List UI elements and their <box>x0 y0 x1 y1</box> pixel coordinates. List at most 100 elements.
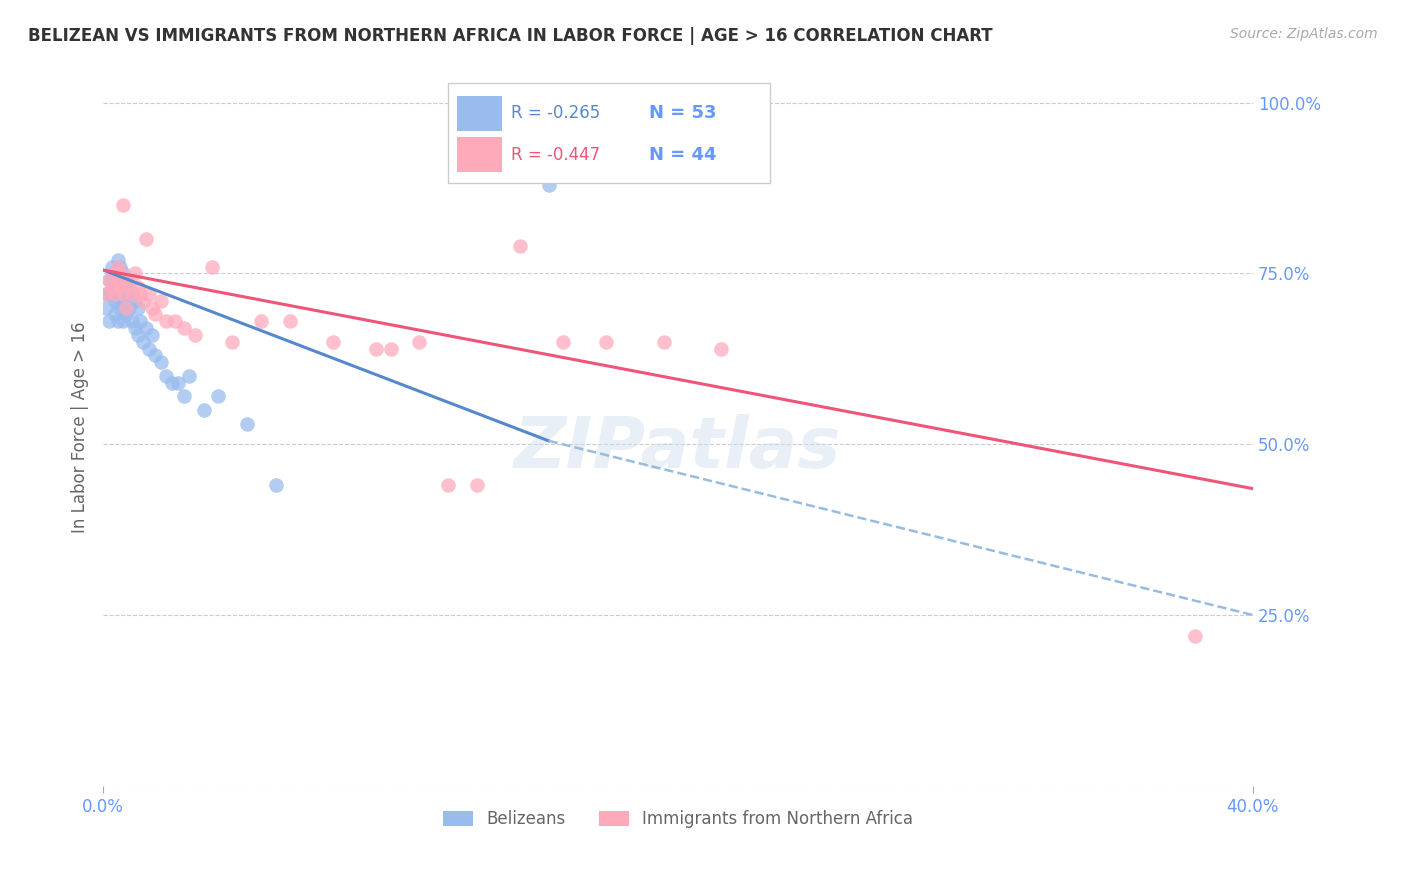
Point <box>132 293 155 308</box>
Point <box>135 321 157 335</box>
Point <box>465 478 488 492</box>
Point <box>129 314 152 328</box>
Point <box>141 327 163 342</box>
Point <box>121 287 143 301</box>
Point <box>221 334 243 349</box>
Point <box>366 342 388 356</box>
Point <box>193 403 215 417</box>
Point <box>135 232 157 246</box>
Point <box>138 342 160 356</box>
Point <box>107 267 129 281</box>
Point <box>124 293 146 308</box>
Point <box>173 389 195 403</box>
Point <box>179 368 201 383</box>
FancyBboxPatch shape <box>449 83 770 183</box>
Point <box>112 267 135 281</box>
Point <box>127 327 149 342</box>
Point <box>100 280 122 294</box>
Point <box>322 334 344 349</box>
Text: N = 53: N = 53 <box>650 104 717 122</box>
Point <box>710 342 733 356</box>
Point <box>118 280 141 294</box>
Point <box>110 287 132 301</box>
Point <box>115 287 138 301</box>
Point <box>155 314 177 328</box>
Point <box>107 293 129 308</box>
Point <box>97 287 120 301</box>
Point <box>207 389 229 403</box>
Point <box>163 314 186 328</box>
Point <box>100 273 122 287</box>
Point <box>278 314 301 328</box>
Point <box>437 478 460 492</box>
Point <box>110 273 132 287</box>
Point <box>110 280 132 294</box>
Point <box>184 327 207 342</box>
Point <box>107 280 129 294</box>
Text: ZIPatlas: ZIPatlas <box>515 414 842 483</box>
Point <box>107 273 129 287</box>
Point <box>97 273 120 287</box>
Point <box>118 280 141 294</box>
Point <box>121 314 143 328</box>
FancyBboxPatch shape <box>457 136 502 172</box>
Point <box>100 287 122 301</box>
Point <box>97 273 120 287</box>
Text: R = -0.447: R = -0.447 <box>512 145 600 163</box>
Point <box>160 376 183 390</box>
Point <box>138 287 160 301</box>
Point <box>104 280 127 294</box>
Point <box>107 314 129 328</box>
Point <box>118 301 141 315</box>
Point <box>141 301 163 315</box>
Point <box>250 314 273 328</box>
Text: R = -0.265: R = -0.265 <box>512 104 600 122</box>
Point <box>104 267 127 281</box>
Point <box>110 260 132 274</box>
Point <box>115 301 138 315</box>
Text: Source: ZipAtlas.com: Source: ZipAtlas.com <box>1230 27 1378 41</box>
Point <box>121 287 143 301</box>
Point <box>652 334 675 349</box>
Point <box>201 260 224 274</box>
Point <box>100 260 122 274</box>
Point <box>115 273 138 287</box>
Point <box>94 287 117 301</box>
Point <box>143 348 166 362</box>
Point <box>149 293 172 308</box>
FancyBboxPatch shape <box>457 95 502 131</box>
Point <box>115 273 138 287</box>
Point <box>112 314 135 328</box>
Point <box>115 308 138 322</box>
Text: BELIZEAN VS IMMIGRANTS FROM NORTHERN AFRICA IN LABOR FORCE | AGE > 16 CORRELATIO: BELIZEAN VS IMMIGRANTS FROM NORTHERN AFR… <box>28 27 993 45</box>
Point <box>1184 628 1206 642</box>
Point <box>110 267 132 281</box>
Point <box>236 417 259 431</box>
Point <box>509 239 531 253</box>
Point <box>132 334 155 349</box>
Point <box>94 287 117 301</box>
Point <box>112 287 135 301</box>
Point <box>143 308 166 322</box>
Point <box>408 334 430 349</box>
Y-axis label: In Labor Force | Age > 16: In Labor Force | Age > 16 <box>72 321 89 533</box>
Point <box>124 267 146 281</box>
Point <box>380 342 402 356</box>
Point <box>97 314 120 328</box>
Point <box>149 355 172 369</box>
Point <box>167 376 190 390</box>
Point <box>155 368 177 383</box>
Point <box>112 280 135 294</box>
Text: N = 44: N = 44 <box>650 145 717 163</box>
Point <box>104 308 127 322</box>
Point <box>94 301 117 315</box>
Point <box>595 334 617 349</box>
Point <box>551 334 574 349</box>
Point <box>104 293 127 308</box>
Point <box>127 301 149 315</box>
Point <box>107 260 129 274</box>
Point <box>107 252 129 267</box>
Point <box>127 280 149 294</box>
Legend: Belizeans, Immigrants from Northern Africa: Belizeans, Immigrants from Northern Afri… <box>436 804 920 835</box>
Point <box>173 321 195 335</box>
